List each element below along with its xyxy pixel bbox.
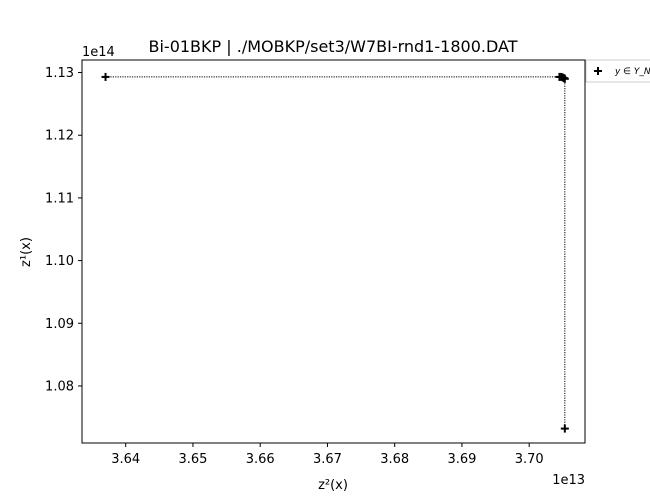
data-point xyxy=(560,74,569,83)
y-tick-label: 1.11 xyxy=(45,191,74,206)
y-tick-label: 1.08 xyxy=(45,379,74,394)
legend: y ∈ Y_N xyxy=(585,59,650,83)
x-tick-label: 3.68 xyxy=(380,452,409,467)
chart-title: Bi-01BKP | ./MOBKP/set3/W7BI-rnd1-1800.D… xyxy=(149,37,518,56)
step-connector-line xyxy=(105,76,566,429)
series-connector xyxy=(105,76,566,429)
y-tick-label: 1.12 xyxy=(45,129,74,144)
x-tick-label: 3.67 xyxy=(313,452,342,467)
x-axis-multiplier: 1e13 xyxy=(552,473,585,488)
plot-area xyxy=(81,59,586,444)
y-tick-label: 1.13 xyxy=(45,66,74,81)
y-tick-label: 1.09 xyxy=(45,317,74,332)
legend-frame xyxy=(585,59,650,83)
y-tick-label: 1.10 xyxy=(45,254,74,269)
x-tick-label: 3.70 xyxy=(515,452,544,467)
data-point xyxy=(101,72,110,81)
data-point xyxy=(560,424,569,433)
x-axis-ticks: 3.64 3.65 3.66 3.67 3.68 3.69 3.70 xyxy=(111,443,544,467)
legend-marker xyxy=(594,67,602,75)
y-axis-label: z¹(x) xyxy=(19,237,34,267)
x-tick-label: 3.66 xyxy=(246,452,275,467)
legend-entry-label: y ∈ Y_N xyxy=(614,67,650,77)
x-tick-label: 3.65 xyxy=(178,452,207,467)
y-axis-ticks: 1.08 1.09 1.10 1.11 1.12 1.13 xyxy=(45,66,82,394)
y-axis-multiplier: 1e14 xyxy=(82,45,115,60)
x-tick-label: 3.64 xyxy=(111,452,140,467)
x-tick-label: 3.69 xyxy=(447,452,476,467)
x-axis-label: z²(x) xyxy=(318,478,348,493)
series-points xyxy=(101,72,569,433)
